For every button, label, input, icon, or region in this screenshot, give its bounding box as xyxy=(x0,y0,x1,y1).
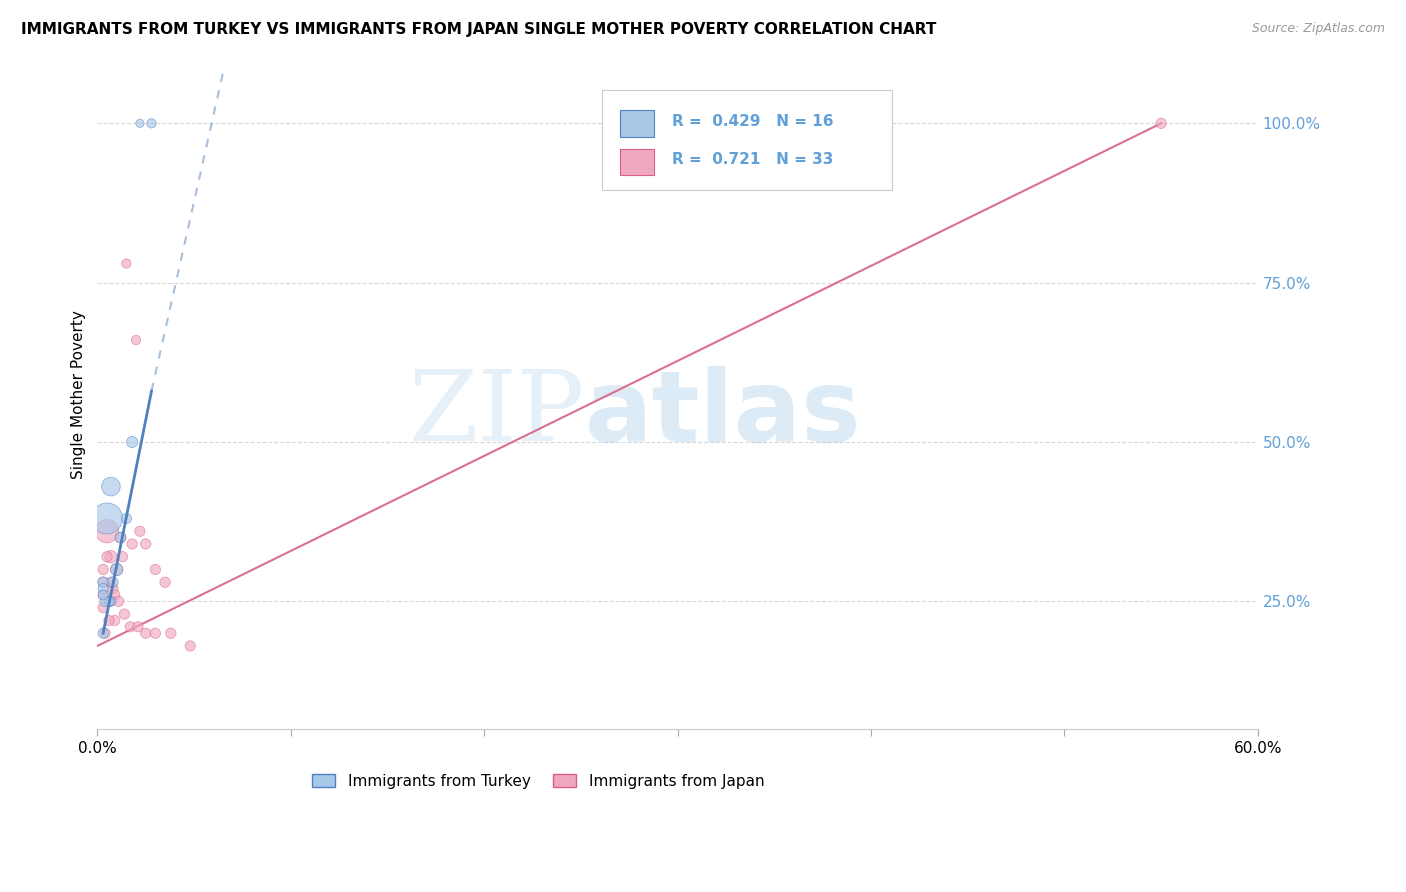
Point xyxy=(91,588,114,602)
Text: atlas: atlas xyxy=(585,366,862,463)
Point xyxy=(115,511,138,525)
Point xyxy=(97,594,120,608)
Point xyxy=(105,562,128,576)
Point xyxy=(110,531,132,545)
Point xyxy=(91,562,114,576)
Point xyxy=(100,594,122,608)
Point xyxy=(101,575,124,590)
Text: R =  0.721   N = 33: R = 0.721 N = 33 xyxy=(672,153,834,168)
Point xyxy=(91,575,114,590)
Point xyxy=(125,333,148,347)
Point xyxy=(100,594,122,608)
FancyBboxPatch shape xyxy=(602,90,893,190)
Point xyxy=(179,639,201,653)
Point xyxy=(97,614,120,628)
Point xyxy=(91,582,114,596)
Point xyxy=(91,626,114,640)
Point xyxy=(104,588,127,602)
Point xyxy=(94,626,117,640)
Point xyxy=(112,607,135,621)
Point xyxy=(141,116,163,130)
Point xyxy=(160,626,183,640)
FancyBboxPatch shape xyxy=(620,149,654,175)
Point xyxy=(127,620,149,634)
Point xyxy=(129,116,152,130)
Y-axis label: Single Mother Poverty: Single Mother Poverty xyxy=(72,310,86,479)
Point xyxy=(135,537,157,551)
Point xyxy=(129,524,152,539)
Point xyxy=(145,562,167,576)
Point xyxy=(100,549,122,564)
Point xyxy=(135,626,157,640)
Point xyxy=(91,588,114,602)
Legend: Immigrants from Turkey, Immigrants from Japan: Immigrants from Turkey, Immigrants from … xyxy=(307,767,770,795)
Point xyxy=(105,562,128,576)
Point xyxy=(107,594,129,608)
Point xyxy=(96,549,118,564)
Point xyxy=(1150,116,1173,130)
FancyBboxPatch shape xyxy=(620,111,654,136)
Text: ZIP: ZIP xyxy=(409,367,585,462)
Point xyxy=(100,480,122,494)
Point xyxy=(145,626,167,640)
Point xyxy=(91,575,114,590)
Point xyxy=(96,524,118,539)
Point xyxy=(104,614,127,628)
Point xyxy=(100,575,122,590)
Point xyxy=(153,575,176,590)
Text: Source: ZipAtlas.com: Source: ZipAtlas.com xyxy=(1251,22,1385,36)
Point xyxy=(94,594,117,608)
Text: IMMIGRANTS FROM TURKEY VS IMMIGRANTS FROM JAPAN SINGLE MOTHER POVERTY CORRELATIO: IMMIGRANTS FROM TURKEY VS IMMIGRANTS FRO… xyxy=(21,22,936,37)
Point xyxy=(91,600,114,615)
Point xyxy=(115,256,138,270)
Point xyxy=(110,531,132,545)
Point xyxy=(120,620,142,634)
Point xyxy=(96,511,118,525)
Text: R =  0.429   N = 16: R = 0.429 N = 16 xyxy=(672,114,834,129)
Point xyxy=(121,537,143,551)
Point xyxy=(101,582,124,596)
Point xyxy=(121,435,143,450)
Point xyxy=(111,549,134,564)
